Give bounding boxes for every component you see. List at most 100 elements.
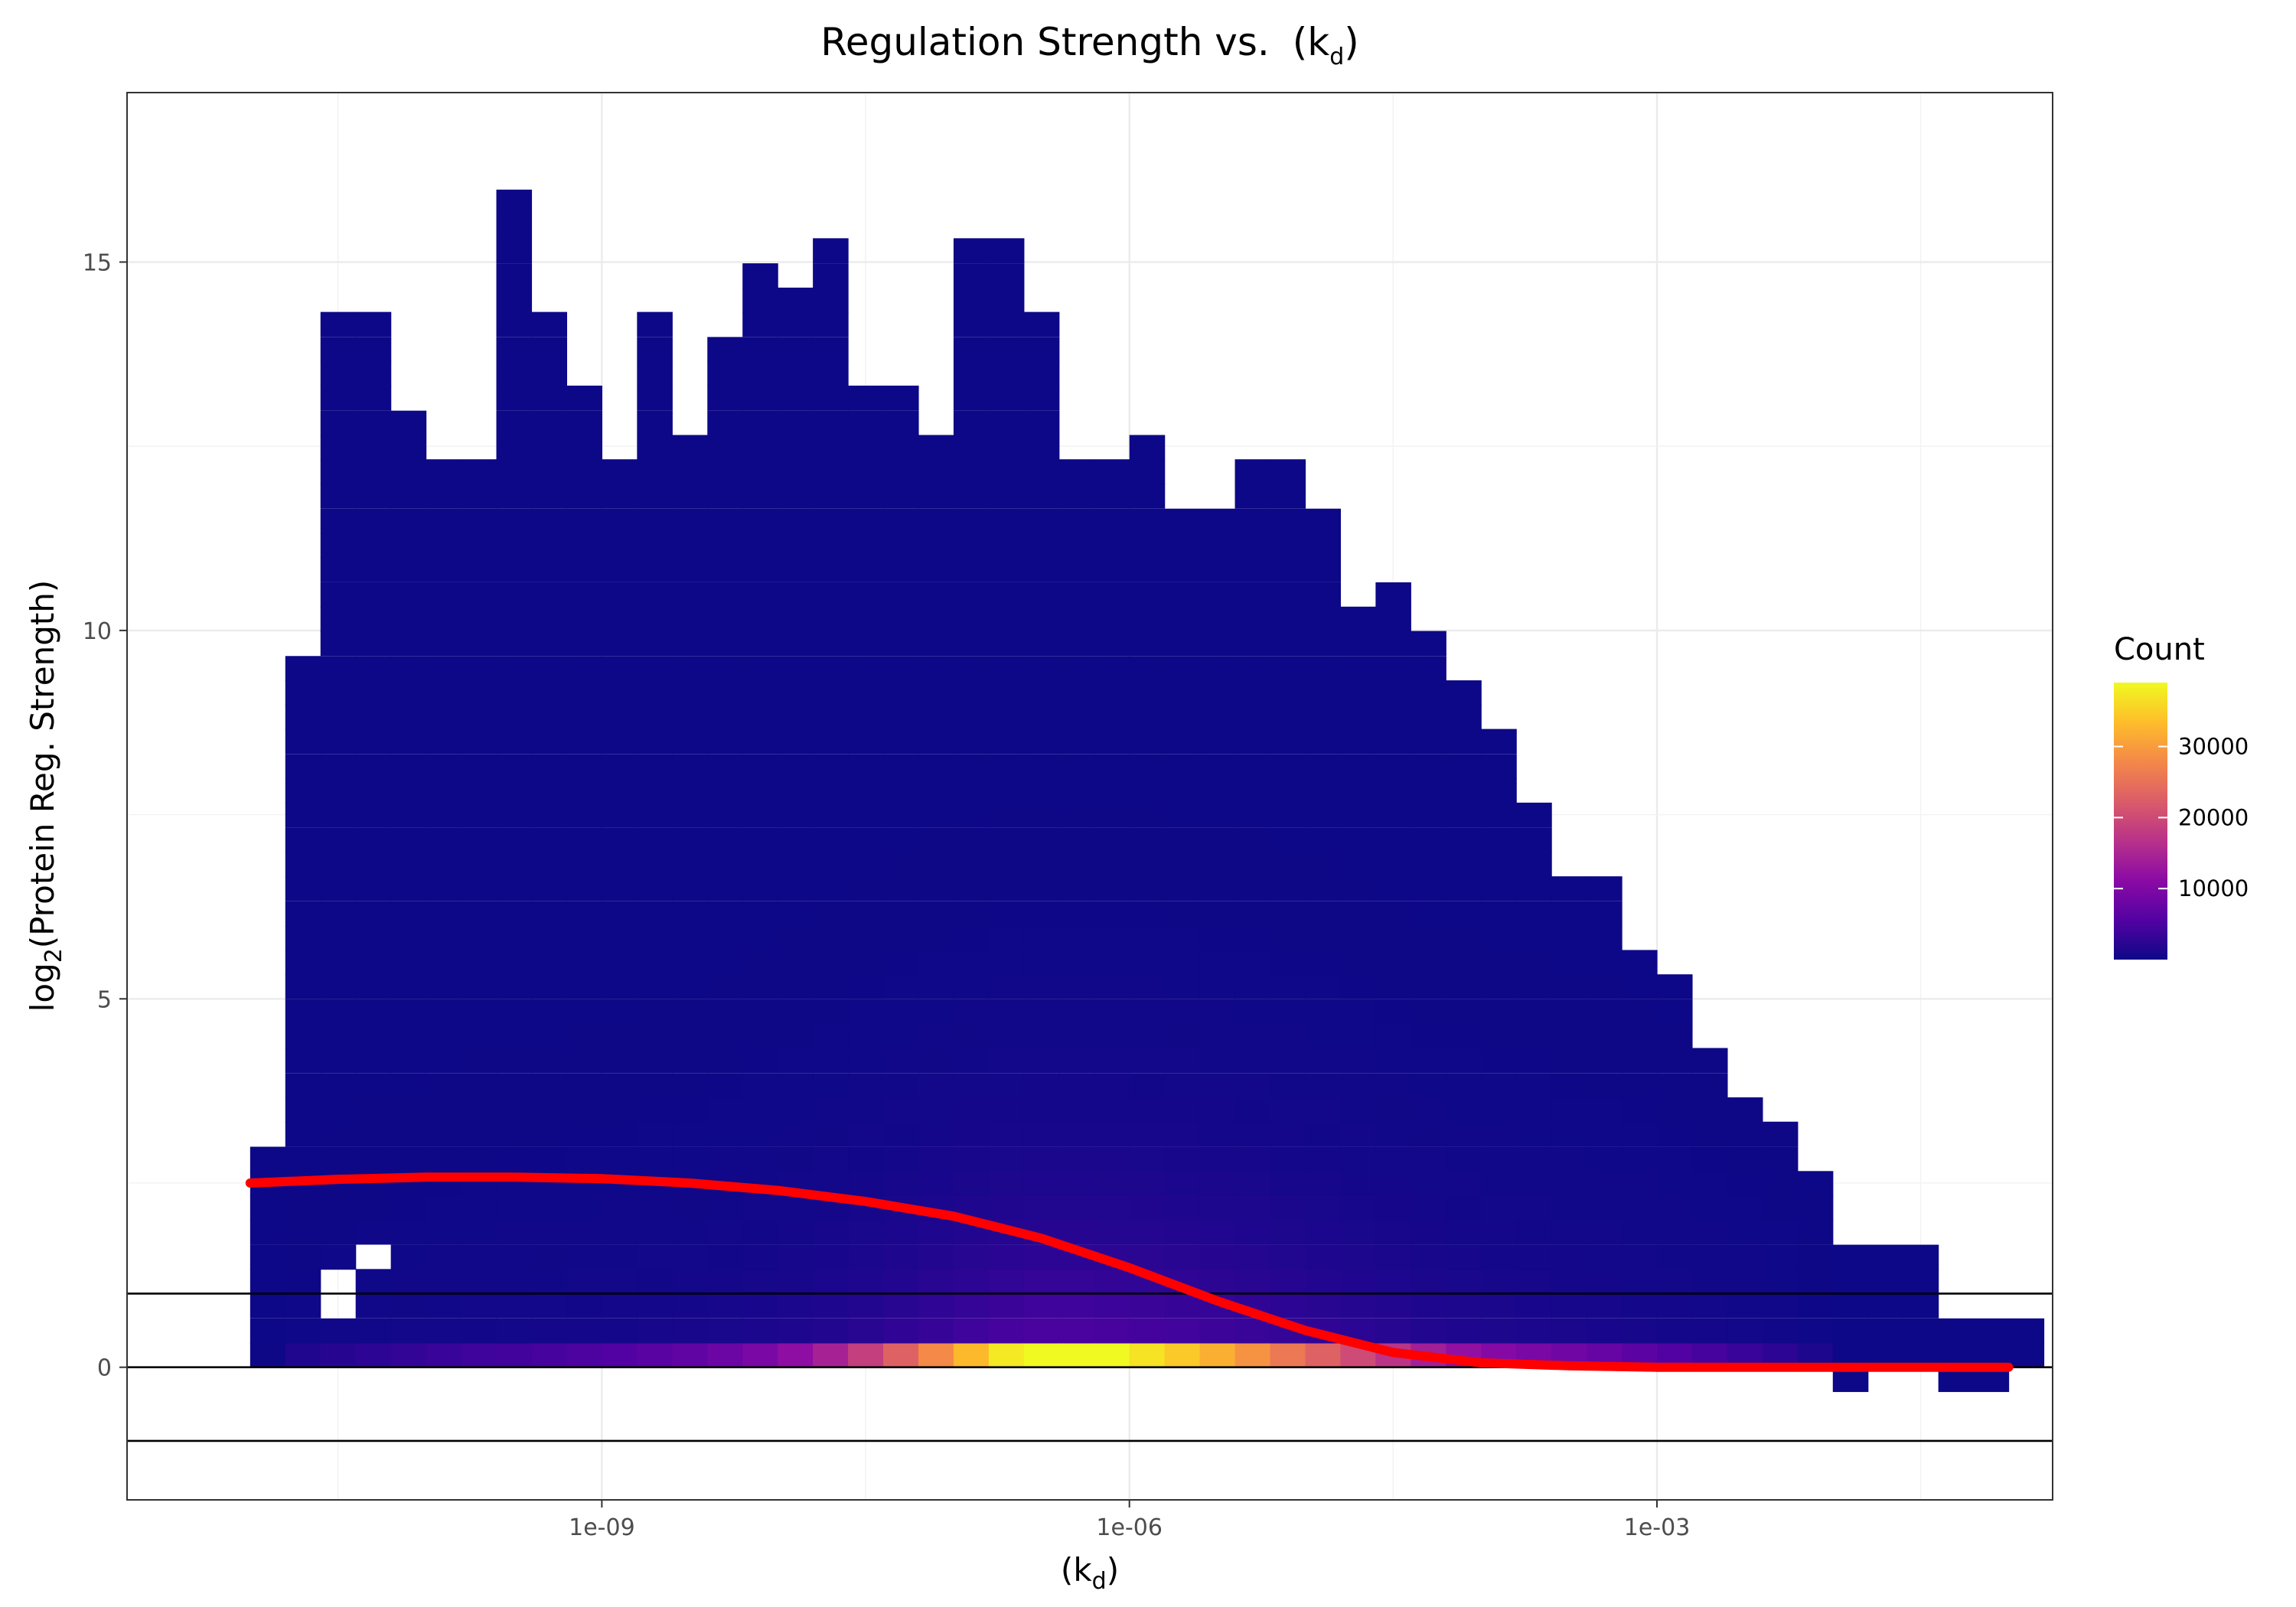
heatmap-cell xyxy=(1094,778,1130,804)
heatmap-cell xyxy=(566,606,602,632)
heatmap-cell xyxy=(320,876,357,901)
heatmap-cell xyxy=(918,778,954,804)
heatmap-cell xyxy=(1340,1048,1376,1074)
heatmap-cell xyxy=(320,901,357,927)
heatmap-cell xyxy=(953,238,990,264)
heatmap-cell xyxy=(1762,1244,1799,1270)
heatmap-cell xyxy=(1058,827,1095,853)
heatmap-cell xyxy=(461,582,497,608)
heatmap-cell xyxy=(742,311,778,337)
heatmap-cell xyxy=(1587,974,1623,999)
heatmap-cell xyxy=(1305,852,1342,878)
heatmap-cell xyxy=(285,852,321,878)
heatmap-cell xyxy=(1305,901,1342,927)
heatmap-cell xyxy=(953,1269,990,1295)
colorbar xyxy=(2114,683,2167,960)
heatmap-cell xyxy=(918,557,954,582)
heatmap-cell xyxy=(390,508,427,534)
heatmap-cell xyxy=(1446,1219,1482,1245)
heatmap-cell xyxy=(1199,852,1236,878)
heatmap-cell xyxy=(1199,557,1236,582)
heatmap-cell xyxy=(883,557,919,582)
heatmap-cell xyxy=(918,1023,954,1049)
heatmap-cell xyxy=(1762,1146,1799,1172)
heatmap-cell xyxy=(953,410,990,436)
heatmap-cell xyxy=(1411,754,1446,779)
heatmap-cell xyxy=(1199,925,1236,951)
heatmap-cell xyxy=(1270,729,1306,755)
heatmap-cell xyxy=(742,1023,778,1049)
heatmap-cell xyxy=(496,557,533,582)
heatmap-cell xyxy=(1481,1293,1517,1319)
heatmap-cell xyxy=(953,656,990,681)
heatmap-cell xyxy=(1481,778,1517,804)
heatmap-cell xyxy=(1199,508,1236,534)
heatmap-cell xyxy=(1094,1195,1130,1221)
heatmap-cell xyxy=(1270,950,1306,976)
heatmap-cell xyxy=(953,557,990,582)
heatmap-cell xyxy=(496,656,533,681)
heatmap-cell xyxy=(742,680,778,706)
heatmap-cell xyxy=(742,483,778,509)
heatmap-cell xyxy=(531,1219,568,1245)
heatmap-cell xyxy=(1516,1048,1552,1074)
heatmap-cell xyxy=(918,606,954,632)
heatmap-cell xyxy=(1551,901,1587,927)
heatmap-cell xyxy=(1516,1195,1552,1221)
heatmap-cell xyxy=(1058,631,1095,657)
heatmap-cell xyxy=(602,704,638,730)
heatmap-cell xyxy=(672,606,708,632)
heatmap-cell xyxy=(953,901,990,927)
heatmap-cell xyxy=(1023,1146,1060,1172)
heatmap-cell xyxy=(1551,1293,1587,1319)
heatmap-cell xyxy=(390,533,427,559)
heatmap-cell xyxy=(1270,680,1306,706)
smooth-fit xyxy=(245,1172,2014,1372)
heatmap-cell xyxy=(285,925,321,951)
heatmap-cell xyxy=(1058,1342,1095,1368)
heatmap-cell xyxy=(1270,1293,1306,1319)
heatmap-cell xyxy=(1657,974,1693,999)
heatmap-cell xyxy=(1164,1318,1201,1344)
heatmap-cell xyxy=(426,1219,462,1245)
heatmap-cell xyxy=(813,238,849,264)
heatmap-cell xyxy=(390,1097,427,1123)
heatmap-cell xyxy=(742,754,778,779)
heatmap-cell xyxy=(1516,1269,1552,1295)
heatmap-cell xyxy=(1340,901,1376,927)
heatmap-cell xyxy=(953,680,990,706)
heatmap-cell xyxy=(707,508,743,534)
heatmap-cell xyxy=(953,631,990,657)
heatmap-cell xyxy=(1340,656,1376,681)
heatmap-cell xyxy=(531,827,568,853)
heatmap-cell xyxy=(988,827,1025,853)
heatmap-cell xyxy=(918,754,954,779)
heatmap-cell xyxy=(1164,1293,1201,1319)
heatmap-cell xyxy=(813,999,849,1025)
heatmap-cell xyxy=(637,1244,673,1270)
heatmap-cell xyxy=(707,361,743,386)
heatmap-cell xyxy=(1094,754,1130,779)
heatmap-cell xyxy=(637,459,673,484)
heatmap-cell xyxy=(672,508,708,534)
heatmap-cell xyxy=(988,656,1025,681)
heatmap-cell xyxy=(602,802,638,828)
heatmap-cell xyxy=(813,435,849,461)
heatmap-cell xyxy=(1411,802,1446,828)
heatmap-cell xyxy=(496,1269,533,1295)
heatmap-cell xyxy=(988,557,1025,582)
heatmap-cell xyxy=(1023,1171,1060,1196)
heatmap-cell xyxy=(1375,802,1411,828)
heatmap-cell xyxy=(1199,582,1236,608)
heatmap-cell xyxy=(778,508,814,534)
heatmap-cell xyxy=(461,999,497,1025)
heatmap-cell xyxy=(531,1342,568,1368)
heatmap-cell xyxy=(1411,999,1446,1025)
heatmap-cell xyxy=(848,410,884,436)
heatmap-cell xyxy=(1516,974,1552,999)
heatmap-cell xyxy=(637,483,673,509)
heatmap-cell xyxy=(918,1269,954,1295)
heatmap-cell xyxy=(637,802,673,828)
heatmap-cell xyxy=(1023,1097,1060,1123)
heatmap-cell xyxy=(1270,1269,1306,1295)
